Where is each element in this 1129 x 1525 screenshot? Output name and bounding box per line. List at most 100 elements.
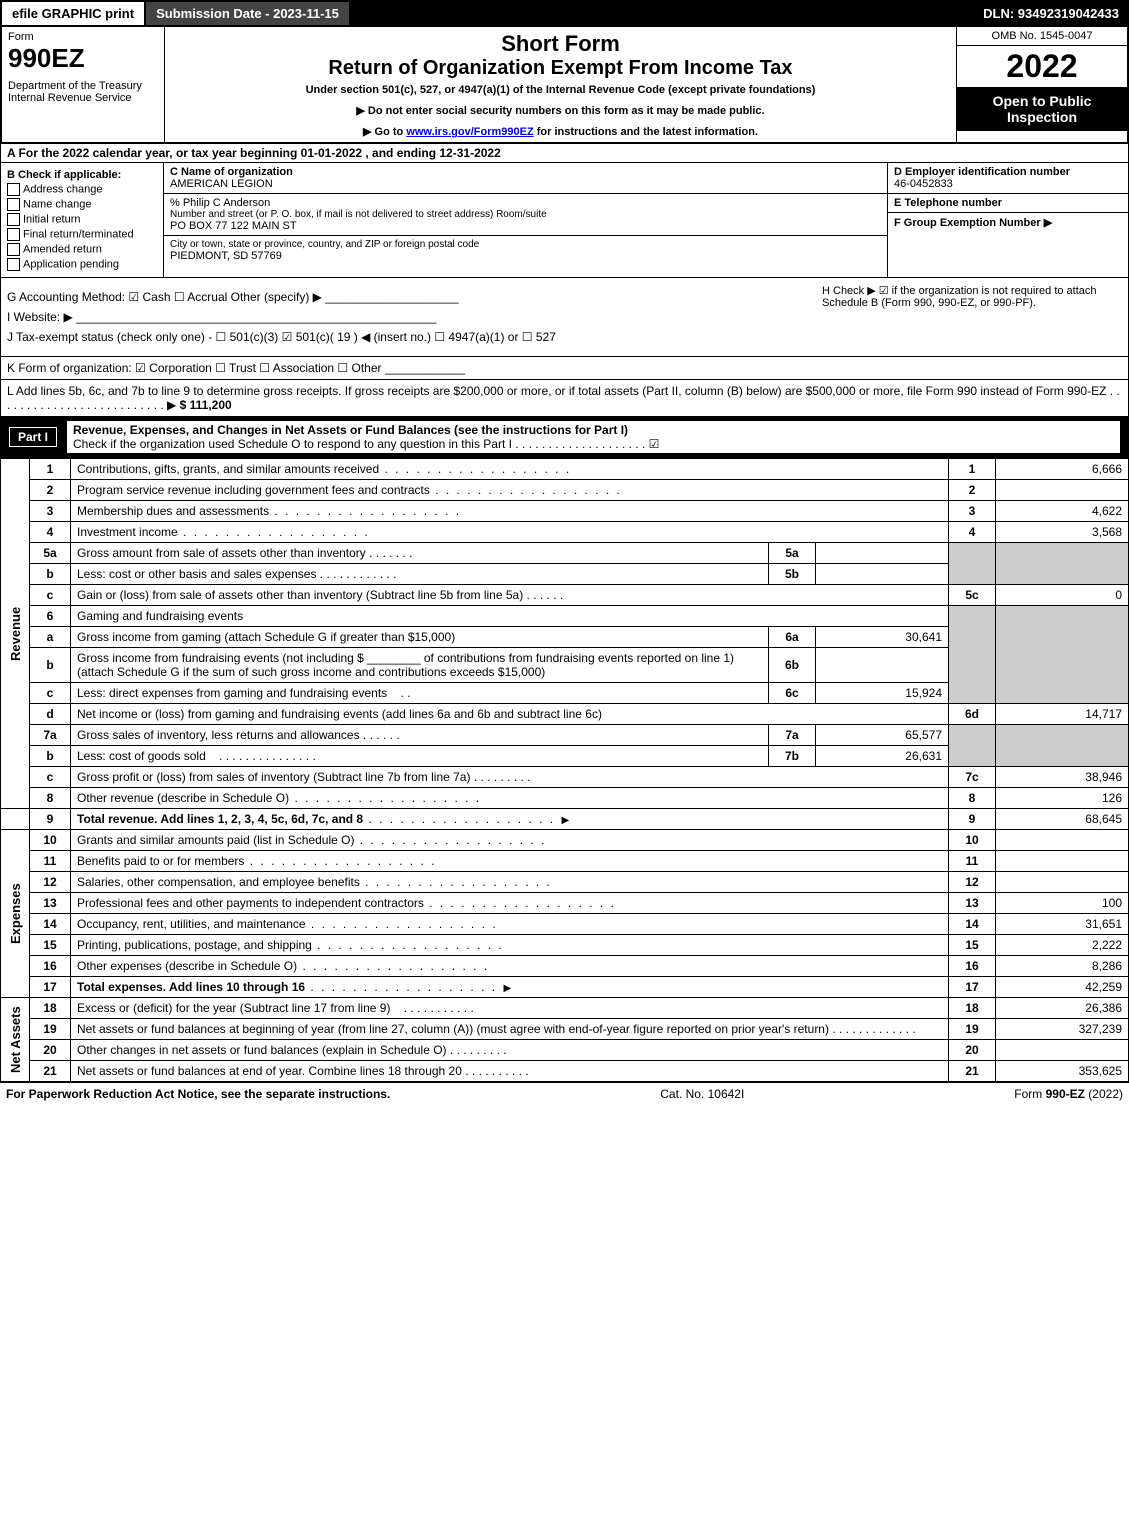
sa-5a xyxy=(816,543,949,564)
amt-6d: 14,717 xyxy=(996,704,1129,725)
sn-6a: 6a xyxy=(769,627,816,648)
top-bar-left: efile GRAPHIC print Submission Date - 20… xyxy=(2,2,349,25)
b-title: B Check if applicable: xyxy=(7,169,157,181)
sa-7b: 26,631 xyxy=(816,746,949,767)
desc-2: Program service revenue including govern… xyxy=(71,480,949,501)
side-expenses: Expenses xyxy=(1,830,30,998)
amt-13: 100 xyxy=(996,893,1129,914)
amt-10 xyxy=(996,830,1129,851)
sa-6a: 30,641 xyxy=(816,627,949,648)
num-11: 11 xyxy=(949,851,996,872)
note-ssn: ▶ Do not enter social security numbers o… xyxy=(173,104,948,117)
submission-date: Submission Date - 2023-11-15 xyxy=(146,2,349,25)
desc-6b: Gross income from fundraising events (no… xyxy=(71,648,769,683)
dln-label: DLN: 93492319042433 xyxy=(975,2,1127,25)
omb-number: OMB No. 1545-0047 xyxy=(957,27,1127,46)
amt-5c: 0 xyxy=(996,585,1129,606)
desc-5b: Less: cost or other basis and sales expe… xyxy=(71,564,769,585)
part1-label: Part I xyxy=(9,427,57,447)
num-5c: 5c xyxy=(949,585,996,606)
note2-pre: ▶ Go to xyxy=(363,126,406,138)
part1-header: Part I Revenue, Expenses, and Changes in… xyxy=(0,417,1129,458)
header-right: OMB No. 1545-0047 2022 Open to Public In… xyxy=(957,27,1127,142)
desc-5c: Gain or (loss) from sale of assets other… xyxy=(71,585,949,606)
part1-title: Revenue, Expenses, and Changes in Net As… xyxy=(73,423,628,437)
amt-2 xyxy=(996,480,1129,501)
header-mid: Short Form Return of Organization Exempt… xyxy=(165,27,957,142)
title-return: Return of Organization Exempt From Incom… xyxy=(173,57,948,80)
num-6d: 6d xyxy=(949,704,996,725)
amt-21: 353,625 xyxy=(996,1061,1129,1082)
num-18: 18 xyxy=(949,998,996,1019)
irs-link[interactable]: www.irs.gov/Form990EZ xyxy=(406,126,533,138)
num-10: 10 xyxy=(949,830,996,851)
form-word: Form xyxy=(8,31,158,43)
desc-4: Investment income xyxy=(71,522,949,543)
desc-11: Benefits paid to or for members xyxy=(71,851,949,872)
num-19: 19 xyxy=(949,1019,996,1040)
amt-7c: 38,946 xyxy=(996,767,1129,788)
f-label: F Group Exemption Number ▶ xyxy=(894,216,1122,229)
desc-16: Other expenses (describe in Schedule O) xyxy=(71,956,949,977)
num-9: 9 xyxy=(949,809,996,830)
desc-1: Contributions, gifts, grants, and simila… xyxy=(71,459,949,480)
side-netassets: Net Assets xyxy=(1,998,30,1082)
footer-left: For Paperwork Reduction Act Notice, see … xyxy=(6,1087,390,1101)
desc-10: Grants and similar amounts paid (list in… xyxy=(71,830,949,851)
row-g: G Accounting Method: ☑ Cash ☐ Accrual Ot… xyxy=(7,290,810,304)
num-1: 1 xyxy=(949,459,996,480)
page-footer: For Paperwork Reduction Act Notice, see … xyxy=(0,1082,1129,1105)
num-15: 15 xyxy=(949,935,996,956)
amt-1: 6,666 xyxy=(996,459,1129,480)
c-addr: PO BOX 77 122 MAIN ST xyxy=(170,220,881,232)
b-opt-3[interactable]: Final return/terminated xyxy=(7,228,157,241)
desc-3: Membership dues and assessments xyxy=(71,501,949,522)
row-j: J Tax-exempt status (check only one) - ☐… xyxy=(7,330,810,344)
b-opt-1[interactable]: Name change xyxy=(7,198,157,211)
b-opt-2[interactable]: Initial return xyxy=(7,213,157,226)
desc-18: Excess or (deficit) for the year (Subtra… xyxy=(71,998,949,1019)
desc-5a: Gross amount from sale of assets other t… xyxy=(71,543,769,564)
desc-6: Gaming and fundraising events xyxy=(71,606,949,627)
amt-11 xyxy=(996,851,1129,872)
col-def: D Employer identification number 46-0452… xyxy=(888,163,1128,277)
side-revenue: Revenue xyxy=(1,459,30,809)
d-label: D Employer identification number xyxy=(894,166,1122,178)
row-i: I Website: ▶ ___________________________… xyxy=(7,310,810,324)
c-name: AMERICAN LEGION xyxy=(170,178,881,190)
num-13: 13 xyxy=(949,893,996,914)
desc-8: Other revenue (describe in Schedule O) xyxy=(71,788,949,809)
amt-14: 31,651 xyxy=(996,914,1129,935)
amt-12 xyxy=(996,872,1129,893)
row-k: K Form of organization: ☑ Corporation ☐ … xyxy=(0,357,1129,380)
part1-table: Revenue 1 Contributions, gifts, grants, … xyxy=(0,458,1129,1082)
num-4: 4 xyxy=(949,522,996,543)
b-opt-5[interactable]: Application pending xyxy=(7,258,157,271)
sa-6b xyxy=(816,648,949,683)
desc-12: Salaries, other compensation, and employ… xyxy=(71,872,949,893)
col-b: B Check if applicable: Address change Na… xyxy=(1,163,164,277)
desc-15: Printing, publications, postage, and shi… xyxy=(71,935,949,956)
section-ghij: G Accounting Method: ☑ Cash ☐ Accrual Ot… xyxy=(0,278,1129,357)
num-2: 2 xyxy=(949,480,996,501)
num-12: 12 xyxy=(949,872,996,893)
desc-7a: Gross sales of inventory, less returns a… xyxy=(71,725,769,746)
header-left: Form 990EZ Department of the Treasury In… xyxy=(2,27,165,142)
desc-6c: Less: direct expenses from gaming and fu… xyxy=(71,683,769,704)
amt-16: 8,286 xyxy=(996,956,1129,977)
sn-5a: 5a xyxy=(769,543,816,564)
ghij-left: G Accounting Method: ☑ Cash ☐ Accrual Ot… xyxy=(1,278,816,356)
amt-15: 2,222 xyxy=(996,935,1129,956)
row-a-period: A For the 2022 calendar year, or tax yea… xyxy=(0,144,1129,163)
d-value: 46-0452833 xyxy=(894,178,1122,190)
sn-6b: 6b xyxy=(769,648,816,683)
efile-print-button[interactable]: efile GRAPHIC print xyxy=(2,2,146,25)
form-header: Form 990EZ Department of the Treasury In… xyxy=(0,27,1129,144)
row-l: L Add lines 5b, 6c, and 7b to line 9 to … xyxy=(0,380,1129,417)
footer-right: Form 990-EZ (2022) xyxy=(1014,1087,1123,1101)
desc-17: Total expenses. Add lines 10 through 16 xyxy=(71,977,949,998)
b-opt-0[interactable]: Address change xyxy=(7,183,157,196)
amt-9: 68,645 xyxy=(996,809,1129,830)
b-opt-4[interactable]: Amended return xyxy=(7,243,157,256)
tax-year: 2022 xyxy=(957,46,1127,87)
